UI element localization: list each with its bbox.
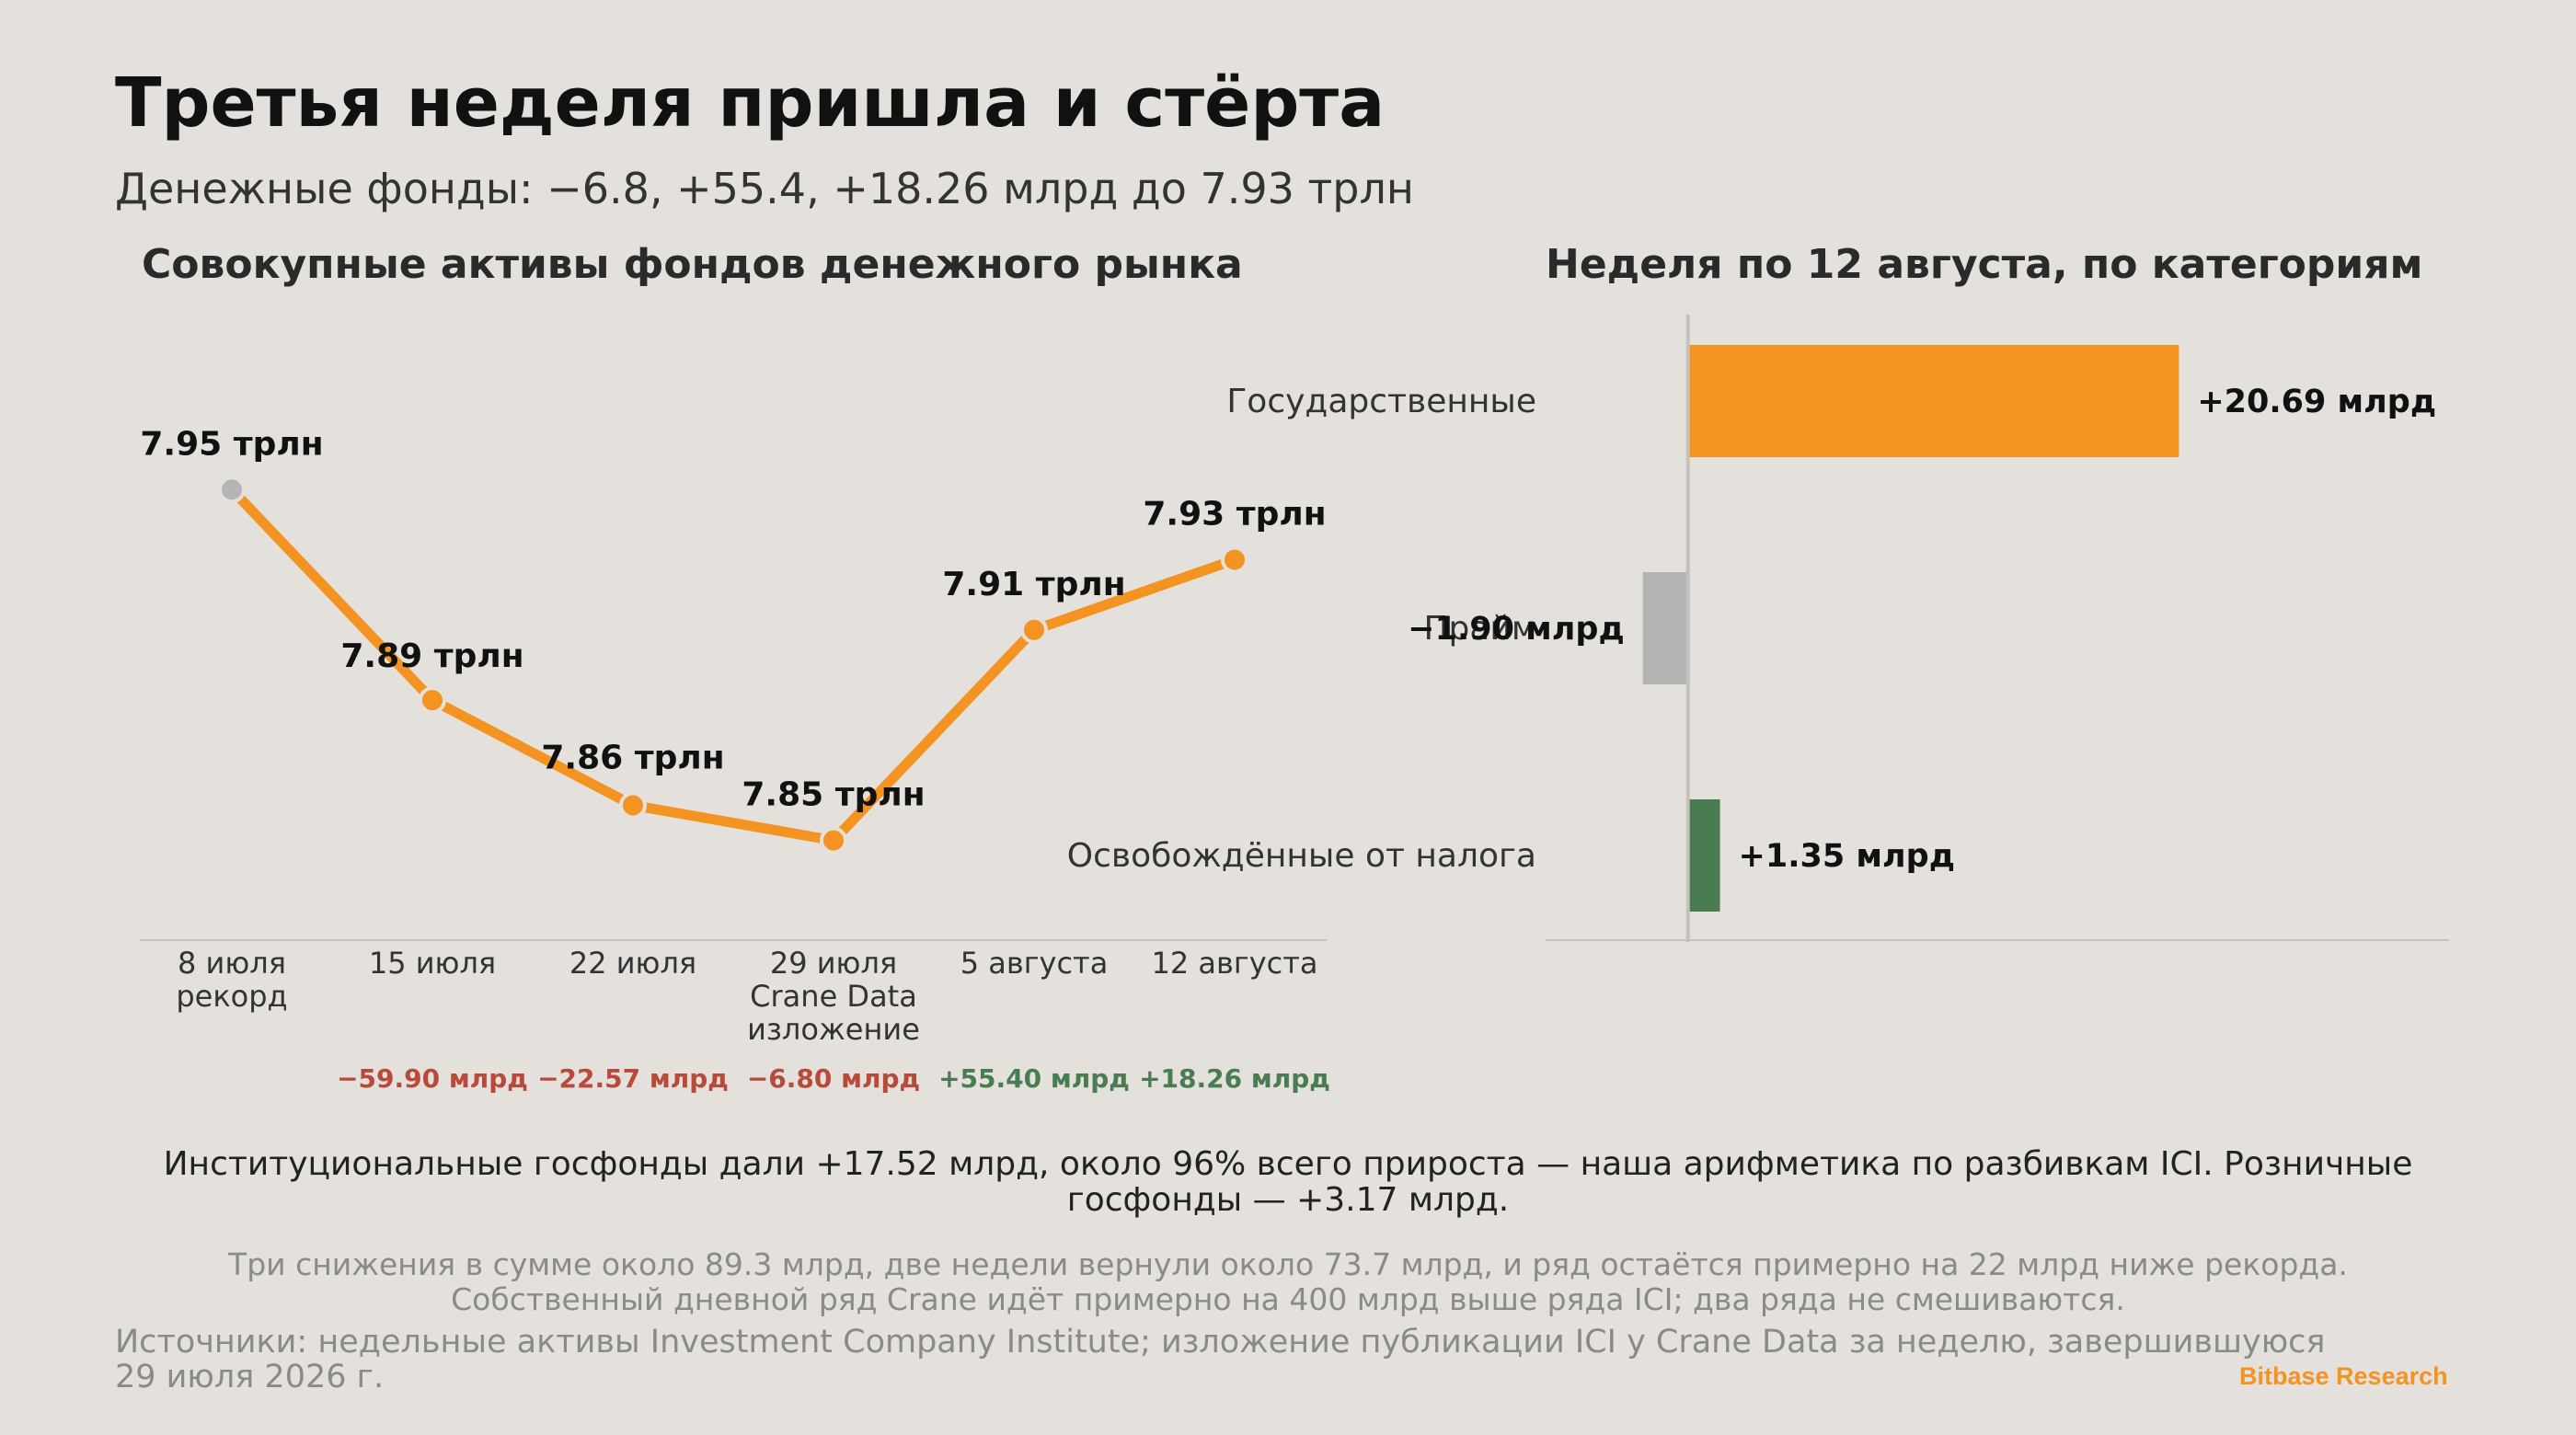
line-chart: 7.95 трлн 7.89 трлн 7.86 трлн 7.85 трлн 7.91… bbox=[140, 425, 1330, 1094]
x-tick-label: 22 июля bbox=[569, 946, 696, 981]
line-chart-title: Совокупные активы фондов денежного рынка bbox=[142, 241, 1243, 288]
series-line-segment bbox=[427, 695, 638, 810]
data-point bbox=[218, 476, 246, 504]
weekly-change-label: −59.90 млрд bbox=[337, 1063, 528, 1094]
secondary-note: Три снижения в сумме около 89.3 млрд, дв… bbox=[228, 1246, 2348, 1317]
sources-text: Источники: недельные активы Investment C… bbox=[115, 1324, 2326, 1395]
series-line-segment bbox=[828, 625, 1040, 846]
data-label: 7.85 трлн bbox=[742, 776, 925, 814]
data-label: 7.95 трлн bbox=[140, 425, 323, 463]
bar-2 bbox=[1687, 799, 1720, 912]
value-label: +1.35 млрд bbox=[1739, 838, 1955, 875]
data-label: 7.86 трлн bbox=[541, 739, 724, 776]
category-label: Прайм bbox=[1423, 610, 1536, 648]
category-label: Государственные bbox=[1226, 383, 1536, 420]
series-line-segment bbox=[627, 799, 839, 846]
data-point bbox=[1020, 615, 1048, 644]
weekly-change-label: +18.26 млрд bbox=[1139, 1063, 1330, 1094]
data-point bbox=[820, 826, 847, 855]
weekly-change-label: −22.57 млрд bbox=[537, 1063, 729, 1094]
weekly-change-label: −6.80 млрд bbox=[747, 1063, 920, 1094]
value-label: −1.90 млрд bbox=[1408, 611, 1624, 648]
data-label: 7.93 трлн bbox=[1143, 496, 1326, 534]
bar-chart-title: Неделя по 12 августа, по категориям bbox=[1546, 241, 2423, 288]
x-tick-label: 29 июля Crane Data изложение bbox=[747, 946, 920, 1047]
brand-logo-text: Bitbase Research bbox=[2239, 1362, 2448, 1390]
weekly-change-label: +55.40 млрд bbox=[938, 1063, 1130, 1094]
x-tick-label: 5 августа bbox=[960, 946, 1109, 981]
x-tick-label: 15 июля bbox=[369, 946, 496, 981]
data-label: 7.91 трлн bbox=[942, 566, 1125, 603]
category-label: Освобождённые от налога bbox=[1067, 837, 1536, 875]
x-tick-label: 8 июля рекорд bbox=[176, 946, 287, 1014]
x-tick-label: 12 августа bbox=[1152, 946, 1318, 981]
data-point bbox=[1221, 545, 1248, 574]
data-point bbox=[619, 791, 647, 820]
page-title: Третья неделя пришла и стёрта bbox=[115, 63, 1386, 143]
series-line-segment bbox=[1029, 555, 1240, 636]
data-label: 7.89 трлн bbox=[340, 637, 523, 675]
bar-chart: Государственные +20.69 млрд Прайм−1.90 млр… bbox=[1067, 315, 2449, 942]
page-subtitle: Денежные фонды: −6.8, +55.4, +18.26 млрд… bbox=[115, 164, 1414, 213]
series-line-segment bbox=[226, 484, 438, 706]
bar-0 bbox=[1687, 345, 2179, 457]
data-point bbox=[419, 686, 446, 715]
bar-1 bbox=[1642, 572, 1688, 684]
value-label: +20.69 млрд bbox=[2197, 384, 2436, 420]
main-note: Институциональные госфонды дали +17.52 м… bbox=[163, 1145, 2413, 1219]
